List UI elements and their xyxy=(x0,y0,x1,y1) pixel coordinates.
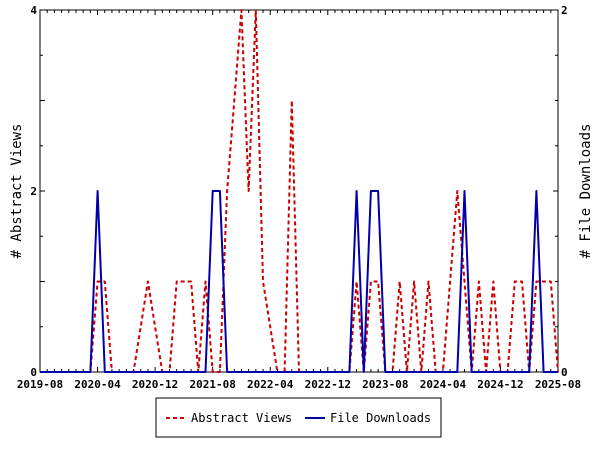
left-y-tick-label: 0 xyxy=(30,366,37,379)
x-tick-label: 2025-08 xyxy=(535,378,581,391)
right-y-tick-label: 2 xyxy=(561,4,568,17)
x-tick-label: 2022-12 xyxy=(305,378,351,391)
x-tick-label: 2024-04 xyxy=(420,378,467,391)
x-tick-label: 2020-12 xyxy=(132,378,178,391)
series-layer xyxy=(40,9,559,373)
left-axis-title: # Abstract Views xyxy=(9,124,25,259)
x-tick-label: 2019-08 xyxy=(17,378,63,391)
series-line-file-downloads xyxy=(40,190,558,373)
series-line-abstract-views xyxy=(40,9,559,373)
legend-label-abstract-views: Abstract Views xyxy=(191,411,292,425)
left-y-tick-label: 2 xyxy=(30,185,37,198)
x-tick-label: 2020-04 xyxy=(74,378,121,391)
legend-box xyxy=(155,397,442,438)
plot-area xyxy=(39,9,559,373)
x-tick-label: 2024-12 xyxy=(477,378,523,391)
x-tick-label: 2021-08 xyxy=(189,378,235,391)
legend-label-file-downloads: File Downloads xyxy=(330,411,431,425)
left-y-tick-label: 4 xyxy=(30,4,37,17)
x-tick-label: 2023-08 xyxy=(362,378,408,391)
right-axis-title: # File Downloads xyxy=(578,124,594,259)
x-axis: 2019-08 2020-04 2020-12 2021-08 2022-04 2022-… xyxy=(17,10,581,391)
x-tick-label: 2022-04 xyxy=(247,378,294,391)
right-y-tick-label: 0 xyxy=(561,366,568,379)
legend: Abstract Views File Downloads xyxy=(155,397,442,438)
